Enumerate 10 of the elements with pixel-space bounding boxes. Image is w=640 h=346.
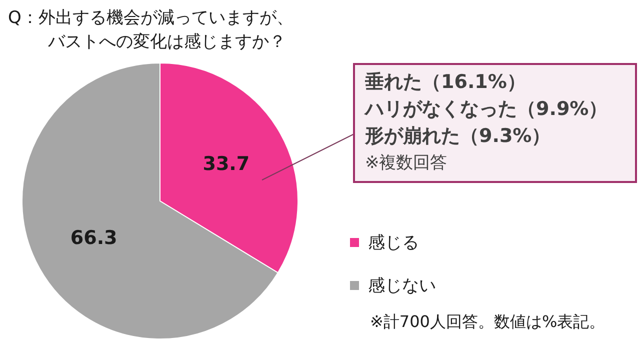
data-label: 33.7 (202, 152, 250, 175)
legend-label: 感じない (368, 274, 436, 296)
legend-label: 感じる (368, 232, 419, 254)
text: ハリがなくなった（9.9%） (365, 97, 609, 122)
chart-title: Q：外出する機会が減っていますが、バストへの変化は感じますか？ (8, 7, 294, 54)
text: 形が崩れた（9.3%） (365, 124, 552, 149)
data-label: 66.3 (70, 227, 118, 250)
text: ※計700人回答。数値は%表記。 (370, 312, 606, 333)
text: ※複数回答 (365, 152, 448, 175)
text: 垂れた（16.1%） (365, 70, 527, 95)
